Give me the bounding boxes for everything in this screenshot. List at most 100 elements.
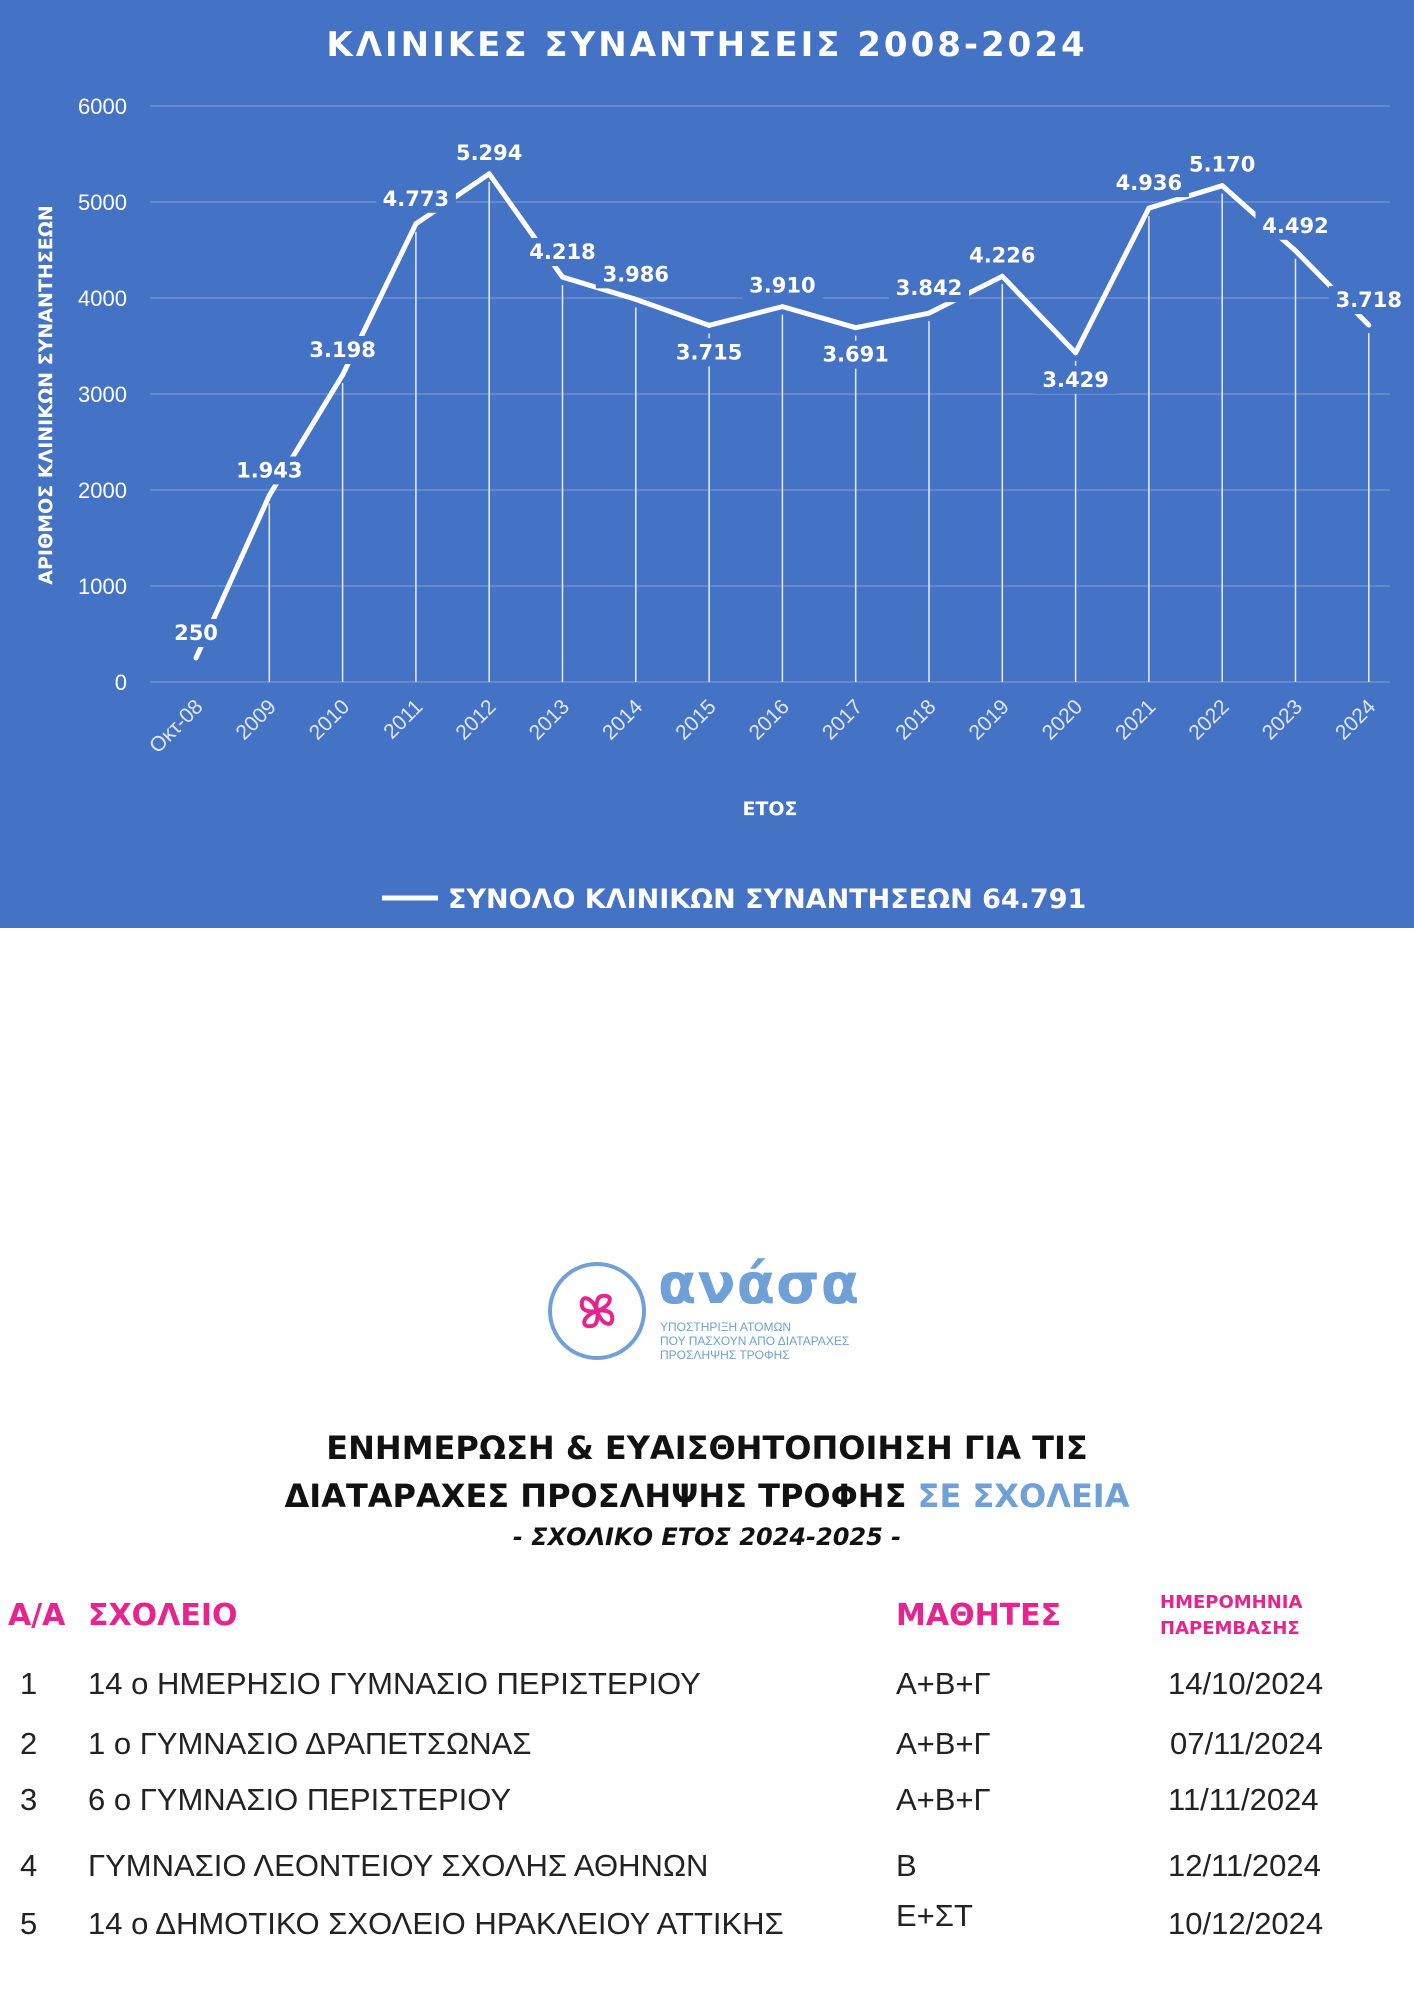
data-label: 4.226	[969, 243, 1035, 267]
data-label: 4.492	[1262, 214, 1328, 238]
row-index: 5	[20, 1906, 38, 1941]
logo-tagline-line: ΠΟΥ ΠΑΣΧΟΥΝ ΑΠΟ ΔΙΑΤΑΡΑΧΕΣ	[660, 1334, 850, 1348]
data-label-bg	[1108, 169, 1189, 198]
y-tick-label: 2000	[78, 478, 127, 503]
y-tick-label: 6000	[78, 94, 127, 119]
x-tick-label: 2016	[745, 695, 794, 744]
y-tick-label: 3000	[78, 382, 127, 407]
data-label: 3.910	[749, 274, 815, 298]
y-tick-label: 5000	[78, 190, 127, 215]
row-students: Α+Β+Γ	[896, 1782, 991, 1817]
x-tick-label: 2014	[598, 695, 648, 745]
heart-flower-icon	[579, 1293, 615, 1329]
schools-table: Α/Α ΣΧΟΛΕΙΟ ΜΑΘΗΤΕΣ ΗΜΕΡΟΜΗΝΙΑ ΠΑΡΕΜΒΑΣΗ…	[0, 1592, 1414, 1976]
row-school: 6 ο ΓΥΜΝΑΣΙΟ ΠΕΡΙΣΤΕΡΙΟΥ	[88, 1782, 512, 1817]
row-date: 12/11/2024	[1168, 1848, 1321, 1883]
heading-line-1: ΕΝΗΜΕΡΩΣΗ & ΕΥΑΙΣΘΗΤΟΠΟΙΗΣΗ ΓΙΑ ΤΙΣ	[326, 1429, 1088, 1467]
x-tick-labels: Οκτ-08 2009 2010 2011 2012 2013 2014 2015 2016 20…	[145, 695, 1381, 758]
row-students: Β	[896, 1848, 917, 1883]
row-index: 2	[20, 1726, 38, 1761]
data-labels: 250 1.943 3.198 4.773 5.294 4.218 3.986 3.715 3.…	[156, 138, 1409, 647]
data-label: 3.718	[1336, 288, 1402, 312]
data-label: 4.218	[529, 240, 595, 264]
data-label-bg	[522, 238, 603, 267]
series-segment	[1073, 205, 1152, 356]
data-label-bg	[302, 335, 383, 364]
x-tick-label: 2012	[451, 695, 500, 744]
x-tick-label: 2020	[1038, 695, 1087, 744]
row-students: Ε+ΣΤ	[896, 1898, 973, 1933]
series-segment	[999, 273, 1079, 356]
series-segment	[853, 310, 932, 331]
logo-tagline-line: ΠΡΟΣΛΗΨΗΣ ΤΡΟΦΗΣ	[660, 1348, 790, 1362]
y-tick-label: 1000	[78, 574, 127, 599]
page-heading: ΕΝΗΜΕΡΩΣΗ & ΕΥΑΙΣΘΗΤΟΠΟΙΗΣΗ ΓΙΑ ΤΙΣ ΔΙΑΤ…	[0, 1424, 1414, 1554]
x-axis-title: ΕΤΟΣ	[742, 798, 797, 820]
x-tick-label: 2019	[965, 695, 1014, 744]
anasa-logo: ανάσα ΥΠΟΣΤΗΡΙΞΗ ΑΤΟΜΩΝ ΠΟΥ ΠΑΣΧΟΥΝ ΑΠΟ …	[548, 1252, 868, 1372]
logo-tagline-line: ΥΠΟΣΤΗΡΙΞΗ ΑΤΟΜΩΝ	[660, 1320, 792, 1334]
drop-lines	[268, 181, 1370, 682]
data-label-bg	[889, 274, 969, 303]
series-segment	[633, 296, 712, 328]
chart-title: ΚΛΙΝΙΚΕΣ ΣΥΝΑΝΤΗΣΕΙΣ 2008-2024	[326, 25, 1087, 65]
x-tick-label: 2010	[305, 695, 354, 744]
row-school: 14 ο ΗΜΕΡΗΣΙΟ ΓΥΜΝΑΣΙΟ ΠΕΡΙΣΤΕΡΙΟΥ	[88, 1666, 701, 1701]
data-label-bg	[1255, 211, 1336, 240]
x-tick-label: 2013	[525, 695, 574, 744]
logo-tagline: ΥΠΟΣΤΗΡΙΞΗ ΑΤΟΜΩΝ ΠΟΥ ΠΑΣΧΟΥΝ ΑΠΟ ΔΙΑΤΑΡ…	[660, 1320, 849, 1362]
data-label-bg	[815, 340, 896, 369]
row-date: 10/12/2024	[1168, 1906, 1324, 1941]
x-tick-label: 2022	[1184, 695, 1233, 744]
x-tick-label: 2023	[1258, 695, 1307, 744]
heading-subtitle: - ΣΧΟΛΙΚΟ ΕΤΟΣ 2024-2025 -	[512, 1523, 902, 1551]
row-index: 1	[20, 1666, 38, 1701]
row-students: Α+Β+Γ	[896, 1666, 991, 1701]
header-date: ΗΜΕΡΟΜΗΝΙΑ ΠΑΡΕΜΒΑΣΗΣ	[1160, 1592, 1303, 1639]
data-label: 250	[174, 621, 218, 645]
data-label: 3.715	[676, 340, 742, 364]
data-label-bg	[669, 338, 750, 367]
x-tick-label: 2011	[379, 695, 427, 743]
data-label: 4.936	[1116, 171, 1182, 195]
data-label-bg	[156, 619, 236, 647]
row-school: 1 ο ΓΥΜΝΑΣΙΟ ΔΡΑΠΕΤΣΩΝΑΣ	[88, 1726, 532, 1761]
heading-line-2-main: ΔΙΑΤΑΡΑΧΕΣ ΠΡΟΣΛΗΨΗΣ ΤΡΟΦΗΣ	[284, 1477, 907, 1515]
data-label-bg	[375, 184, 456, 213]
header-students: ΜΑΘΗΤΕΣ	[896, 1598, 1062, 1633]
row-index: 3	[20, 1782, 38, 1817]
row-index: 4	[20, 1848, 38, 1883]
legend: ΣΥΝΟΛΟ ΚΛΙΝΙΚΩΝ ΣΥΝΑΝΤΗΣΕΩΝ 64.791	[382, 884, 1086, 915]
y-tick-label: 4000	[78, 286, 127, 311]
x-tick-label: 2021	[1111, 695, 1160, 744]
x-tick-label: Οκτ-08	[145, 695, 208, 758]
legend-label: ΣΥΝΟΛΟ ΚΛΙΝΙΚΩΝ ΣΥΝΑΝΤΗΣΕΩΝ 64.791	[448, 884, 1086, 915]
data-label: 5.170	[1189, 153, 1255, 177]
data-label: 3.198	[309, 338, 375, 362]
row-school: 14 ο ΔΗΜΟΤΙΚΟ ΣΧΟΛΕΙΟ ΗΡΑΚΛΕΙΟΥ ΑΤΤΙΚΗΣ	[88, 1906, 784, 1941]
header-school: ΣΧΟΛΕΙΟ	[88, 1598, 238, 1633]
x-tick-label: 2017	[818, 695, 867, 744]
y-tick-label: 0	[115, 670, 127, 695]
logo-wordmark: ανάσα	[658, 1252, 861, 1317]
x-tick-label: 2018	[891, 695, 940, 744]
x-tick-label: 2015	[671, 695, 720, 744]
row-date: 11/11/2024	[1168, 1782, 1319, 1817]
y-tick-labels: 0 1000 2000 3000 4000 5000 6000	[78, 94, 127, 695]
data-label-bg	[1035, 365, 1116, 394]
data-label-bg	[1328, 286, 1409, 315]
series-segment	[779, 304, 859, 331]
data-label: 3.986	[603, 262, 669, 286]
row-date: 14/10/2024	[1168, 1666, 1324, 1701]
heading-line-2-accent: ΣΕ ΣΧΟΛΕΙΑ	[917, 1477, 1130, 1515]
data-label: 1.943	[236, 458, 302, 482]
data-label-bg	[449, 138, 530, 167]
data-label: 3.691	[822, 343, 888, 367]
data-label: 3.429	[1042, 368, 1108, 392]
data-label-bg	[742, 271, 823, 300]
data-label: 4.773	[383, 187, 449, 211]
row-students: Α+Β+Γ	[896, 1726, 991, 1761]
logo-circle	[548, 1262, 646, 1360]
data-label-bg	[595, 260, 676, 289]
heading-line-2: ΔΙΑΤΑΡΑΧΕΣ ΠΡΟΣΛΗΨΗΣ ΤΡΟΦΗΣ ΣΕ ΣΧΟΛΕΙΑ	[0, 1472, 1414, 1520]
